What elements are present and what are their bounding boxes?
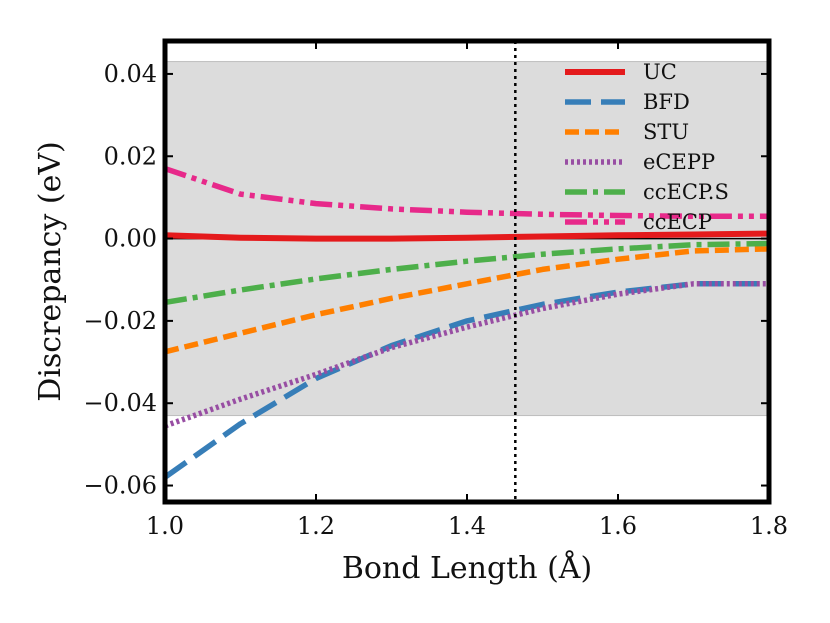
x-tick-label: 1.2 — [297, 512, 335, 540]
legend-label: STU — [643, 120, 689, 144]
x-tick-label: 1.6 — [599, 512, 637, 540]
x-tick-label: 1.8 — [750, 512, 788, 540]
y-tick-label: −0.04 — [83, 389, 157, 417]
series-line-uc — [165, 230, 769, 242]
series-line-ecepp — [165, 281, 769, 429]
legend-label: ccECP — [643, 210, 712, 234]
legend-label: BFD — [643, 90, 690, 114]
legend-label: eCEPP — [643, 150, 715, 174]
series-group — [165, 165, 769, 480]
series-line-ccecp-s — [165, 240, 769, 306]
plot-area: 1.0 1.2 1.4 1.6 1.8 −0.06 −0.04 −0.02 0.00 0.02 0.… — [83, 38, 788, 540]
x-tick-label: 1.4 — [448, 512, 486, 540]
y-tick-label: 0.02 — [104, 142, 157, 170]
legend-label: ccECP.S — [643, 180, 729, 204]
series-line-ccecp — [165, 165, 769, 220]
x-tick-label: 1.0 — [146, 512, 184, 540]
y-tick-label: −0.02 — [83, 307, 157, 335]
series-line-stu — [165, 246, 769, 355]
legend-label: UC — [643, 60, 677, 84]
y-tick-label: 0.00 — [104, 225, 157, 253]
legend: UC BFD STU eCEPP ccECP.S ccECP — [565, 60, 729, 234]
y-tick-label: −0.06 — [83, 472, 157, 500]
plot-frame — [162, 38, 772, 505]
y-axis-label: Discrepancy (eV) — [33, 141, 68, 401]
x-axis-label: Bond Length (Å) — [342, 550, 592, 586]
y-tick-label: 0.04 — [104, 60, 157, 88]
